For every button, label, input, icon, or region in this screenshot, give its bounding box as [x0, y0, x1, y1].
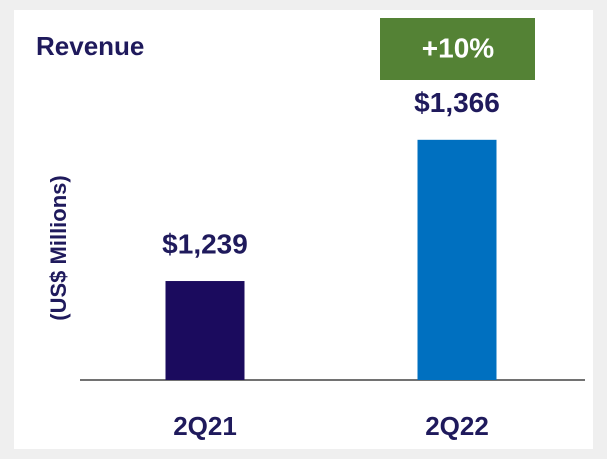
chart-title: Revenue — [36, 31, 144, 61]
annotation: +10% — [422, 32, 494, 63]
bar — [417, 139, 497, 380]
y-axis-label: (US$ Millions) — [46, 175, 71, 320]
data-label: $1,239 — [162, 228, 248, 259]
x-tick-label: 2Q22 — [425, 411, 489, 441]
data-label: $1,366 — [414, 87, 500, 118]
annotation-box — [380, 18, 535, 80]
bar — [165, 281, 245, 380]
x-tick-label: 2Q21 — [173, 411, 237, 441]
